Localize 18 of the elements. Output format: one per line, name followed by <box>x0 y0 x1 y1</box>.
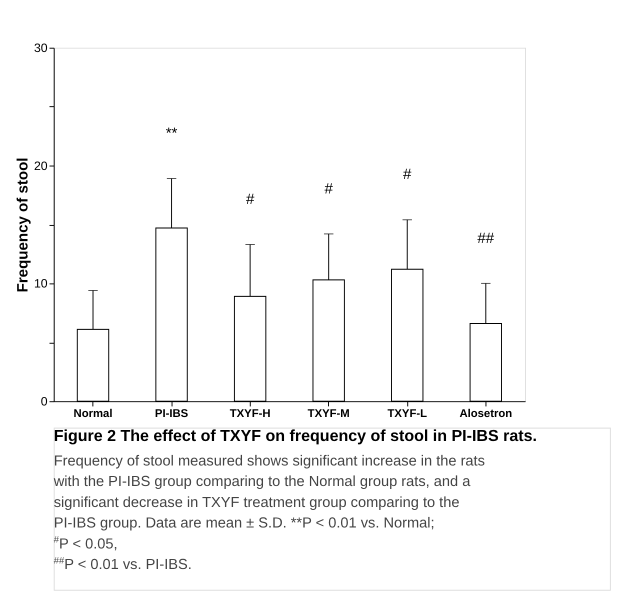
text: Figure 2 The effect of TXYF on frequency of stool in PI-IBS rats. <box>54 426 537 445</box>
x-tick-label: TXYF-M <box>308 408 350 420</box>
annotation: ** <box>166 124 178 142</box>
x-tick-label: PI-IBS <box>154 408 189 420</box>
x-tick-label: TXYF-H <box>230 408 271 420</box>
y-tick-label: 30 <box>34 40 48 55</box>
text: Frequency of stool measured shows significant increase in the rats with the PI-IBS group comparing to the Normal group rats, and a significant decrease in TXYF treatment group comparing to the PI-IBS group. Data are mean ± S.D. **P < 0.01 vs. Normal; #P < 0.05, ##P < 0.01 vs. PI-IBS. <box>52 453 485 574</box>
y-tick-label: 10 <box>34 276 48 291</box>
annotation: # <box>246 190 255 208</box>
x-tick-label: TXYF-L <box>387 408 428 420</box>
annotation: # <box>324 180 334 198</box>
y-tick-label: 20 <box>34 158 48 173</box>
annotation: ## <box>477 230 495 247</box>
x-tick-label: Alosetron <box>459 408 512 420</box>
y-tick-label: 0 <box>40 394 48 408</box>
x-tick-label: Normal <box>74 408 112 420</box>
y-axis-title: Frequency of stool <box>14 158 32 292</box>
annotation: # <box>403 166 412 184</box>
